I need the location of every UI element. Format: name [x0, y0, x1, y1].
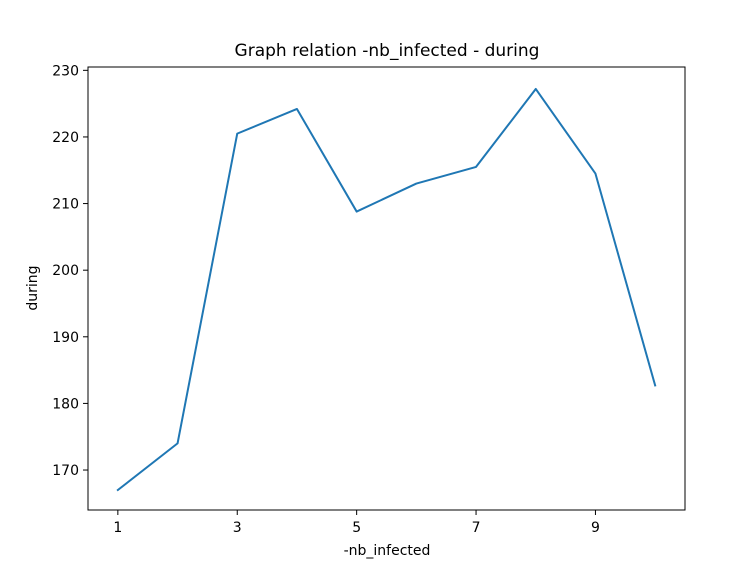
x-tick-label: 5	[352, 520, 361, 536]
x-tick-label: 3	[233, 520, 242, 536]
y-tick-label: 230	[52, 63, 79, 79]
y-tick-label: 200	[52, 263, 79, 279]
y-axis-title: during	[25, 265, 41, 310]
y-tick-label: 170	[52, 463, 79, 479]
x-tick-label: 9	[591, 520, 600, 536]
y-tick-label: 190	[52, 330, 79, 346]
x-axis-title: -nb_infected	[344, 543, 431, 559]
y-tick-label: 210	[52, 197, 79, 213]
x-tick-label: 7	[472, 520, 481, 536]
series-line	[116, 87, 657, 492]
y-tick-label: 220	[52, 130, 79, 146]
x-tick-label: 1	[113, 520, 122, 536]
plot-frame	[87, 66, 686, 511]
y-tick-label: 180	[52, 396, 79, 412]
chart-title: Graph relation -nb_infected - during	[235, 41, 540, 61]
plot-area: 1 3 5 7 9 170 180 190 200 210 220 230	[52, 63, 686, 536]
